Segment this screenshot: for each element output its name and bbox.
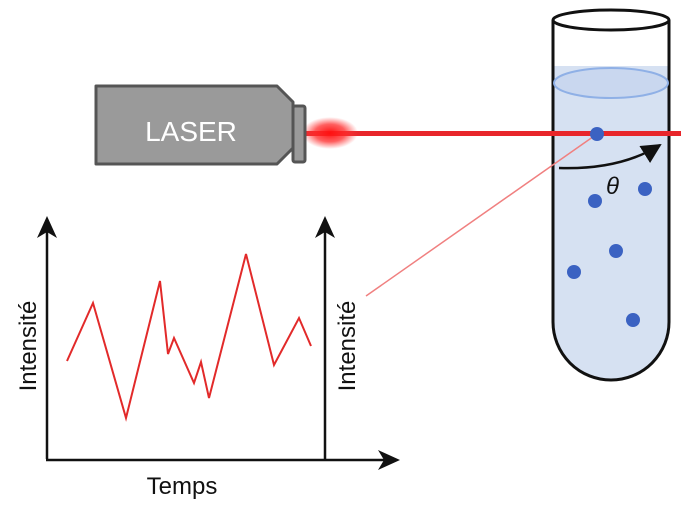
scattered-light-line	[365, 133, 598, 297]
test-tube	[551, 8, 671, 382]
intensity-signal-line	[66, 253, 312, 422]
y-axis-right-arrow-icon	[315, 216, 335, 238]
particle-dot	[638, 182, 652, 196]
laser-glow	[302, 117, 358, 149]
particle-dot	[567, 265, 581, 279]
liquid-surface	[553, 67, 669, 99]
y-axis-label-right: Intensité	[334, 301, 361, 392]
x-axis-arrow-icon	[378, 450, 400, 470]
angle-theta: θ	[606, 173, 619, 200]
angle-arrow	[558, 143, 662, 170]
y-axis-label-left: Intensité	[15, 301, 42, 392]
x-axis-label: Temps	[147, 473, 218, 500]
laser-beam	[302, 117, 681, 149]
y-axis-left-arrow-icon	[37, 216, 57, 238]
laser-nozzle	[291, 104, 307, 164]
laser-label: LASER	[145, 116, 237, 147]
particle-dot	[588, 194, 602, 208]
intensity-plot: Intensité Intensité Temps	[15, 216, 400, 500]
particle-dot	[609, 244, 623, 258]
particles	[567, 127, 652, 327]
particle-dot	[626, 313, 640, 327]
laser-device: LASER	[94, 84, 307, 166]
particle-dot	[590, 127, 604, 141]
